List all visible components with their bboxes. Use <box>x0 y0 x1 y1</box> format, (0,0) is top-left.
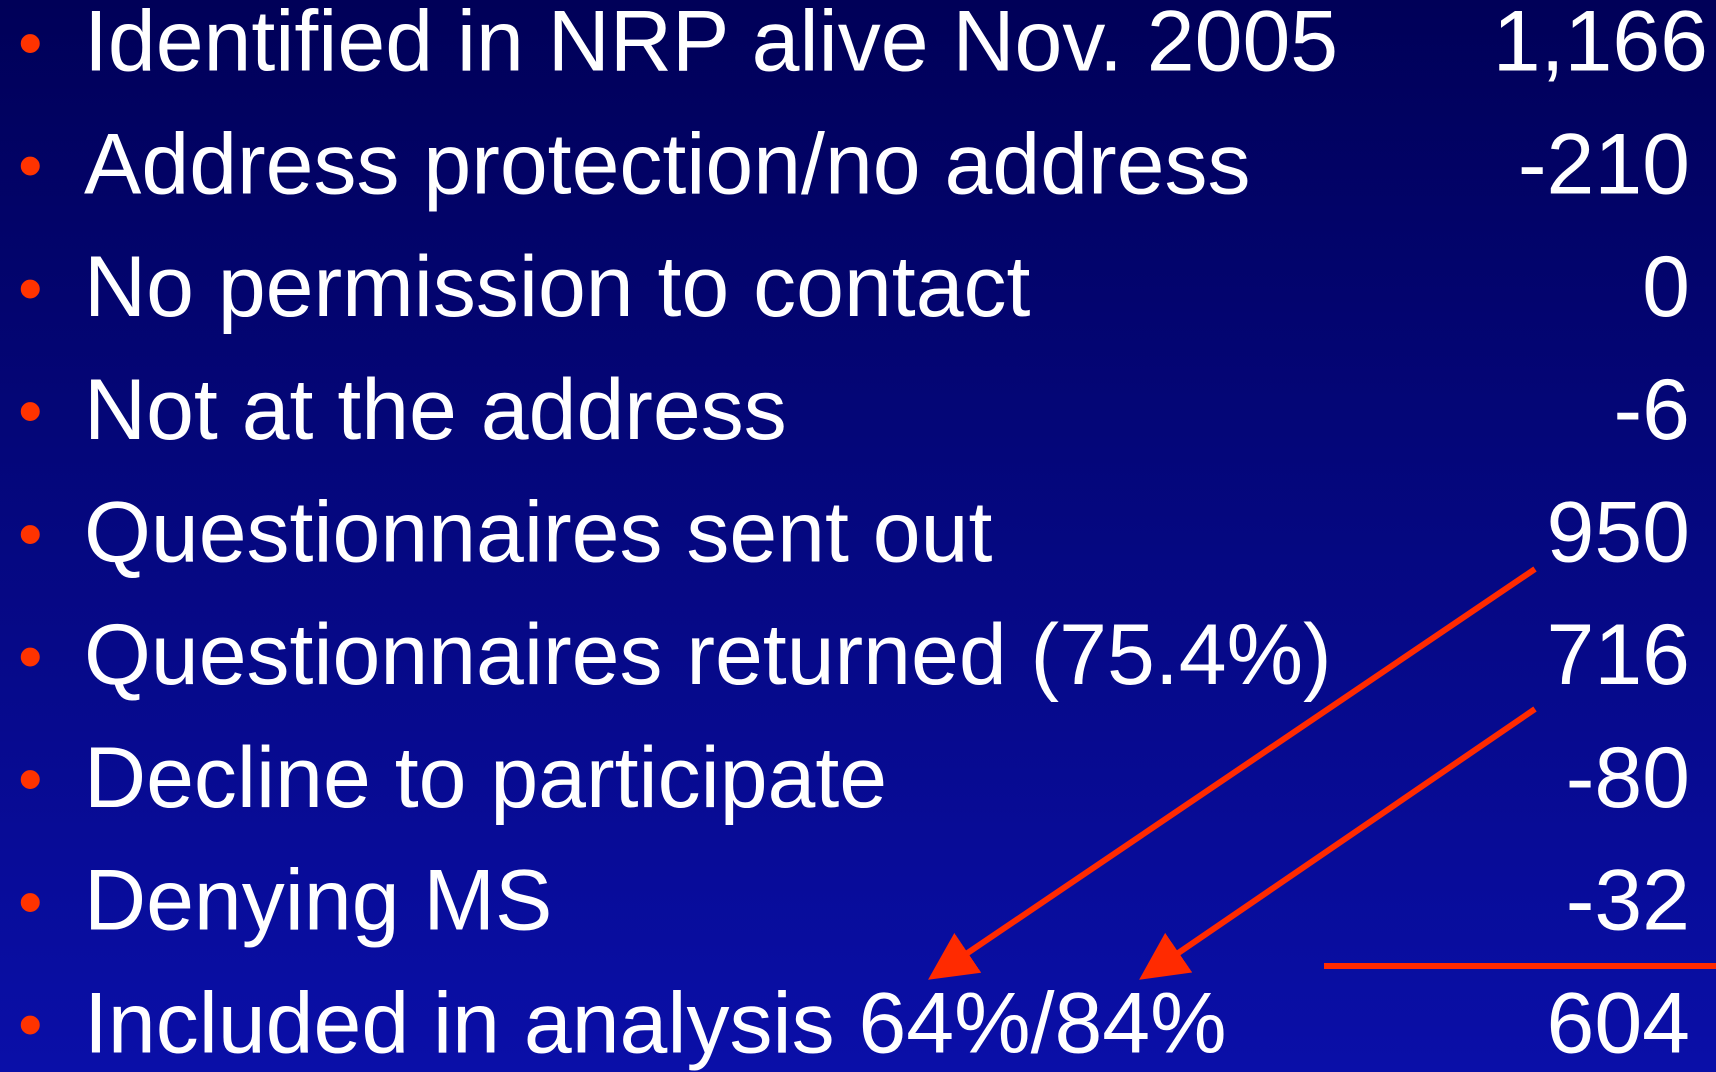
bullet: • <box>18 3 43 81</box>
bullet: • <box>18 126 43 204</box>
bullet: • <box>18 372 43 450</box>
item-label: Questionnaires returned (75.4%) <box>84 607 1332 703</box>
item-value: 1,166 <box>1493 0 1708 90</box>
item-label: Denying MS <box>84 853 552 949</box>
item-value: 950 <box>1547 485 1691 581</box>
item-value: 0 <box>1642 239 1690 335</box>
bullet: • <box>18 617 43 695</box>
item-value: -210 <box>1518 116 1690 212</box>
bullet: • <box>18 494 43 572</box>
item-label: Questionnaires sent out <box>84 485 992 581</box>
item-label: Decline to participate <box>84 730 887 826</box>
item-value: -6 <box>1614 362 1690 458</box>
item-value: -32 <box>1566 853 1690 949</box>
item-value: 716 <box>1547 607 1691 703</box>
item-label: Identified in NRP alive Nov. 2005 <box>84 0 1338 90</box>
item-label: Not at the address <box>84 362 787 458</box>
item-value: 604 <box>1547 975 1691 1071</box>
item-value: -80 <box>1566 730 1690 826</box>
item-list: • Identified in NRP alive Nov. 2005 1,166 •… <box>18 0 1708 1071</box>
arrow <box>1139 706 1537 980</box>
item-label: Address protection/no address <box>84 116 1250 212</box>
item-label: Included in analysis 64%/84% <box>84 975 1227 1071</box>
bullet: • <box>18 862 43 940</box>
bullet: • <box>18 249 43 327</box>
bullet: • <box>18 985 43 1063</box>
bullet: • <box>18 740 43 818</box>
arrow <box>928 566 1537 980</box>
item-label: No permission to contact <box>84 239 1031 335</box>
